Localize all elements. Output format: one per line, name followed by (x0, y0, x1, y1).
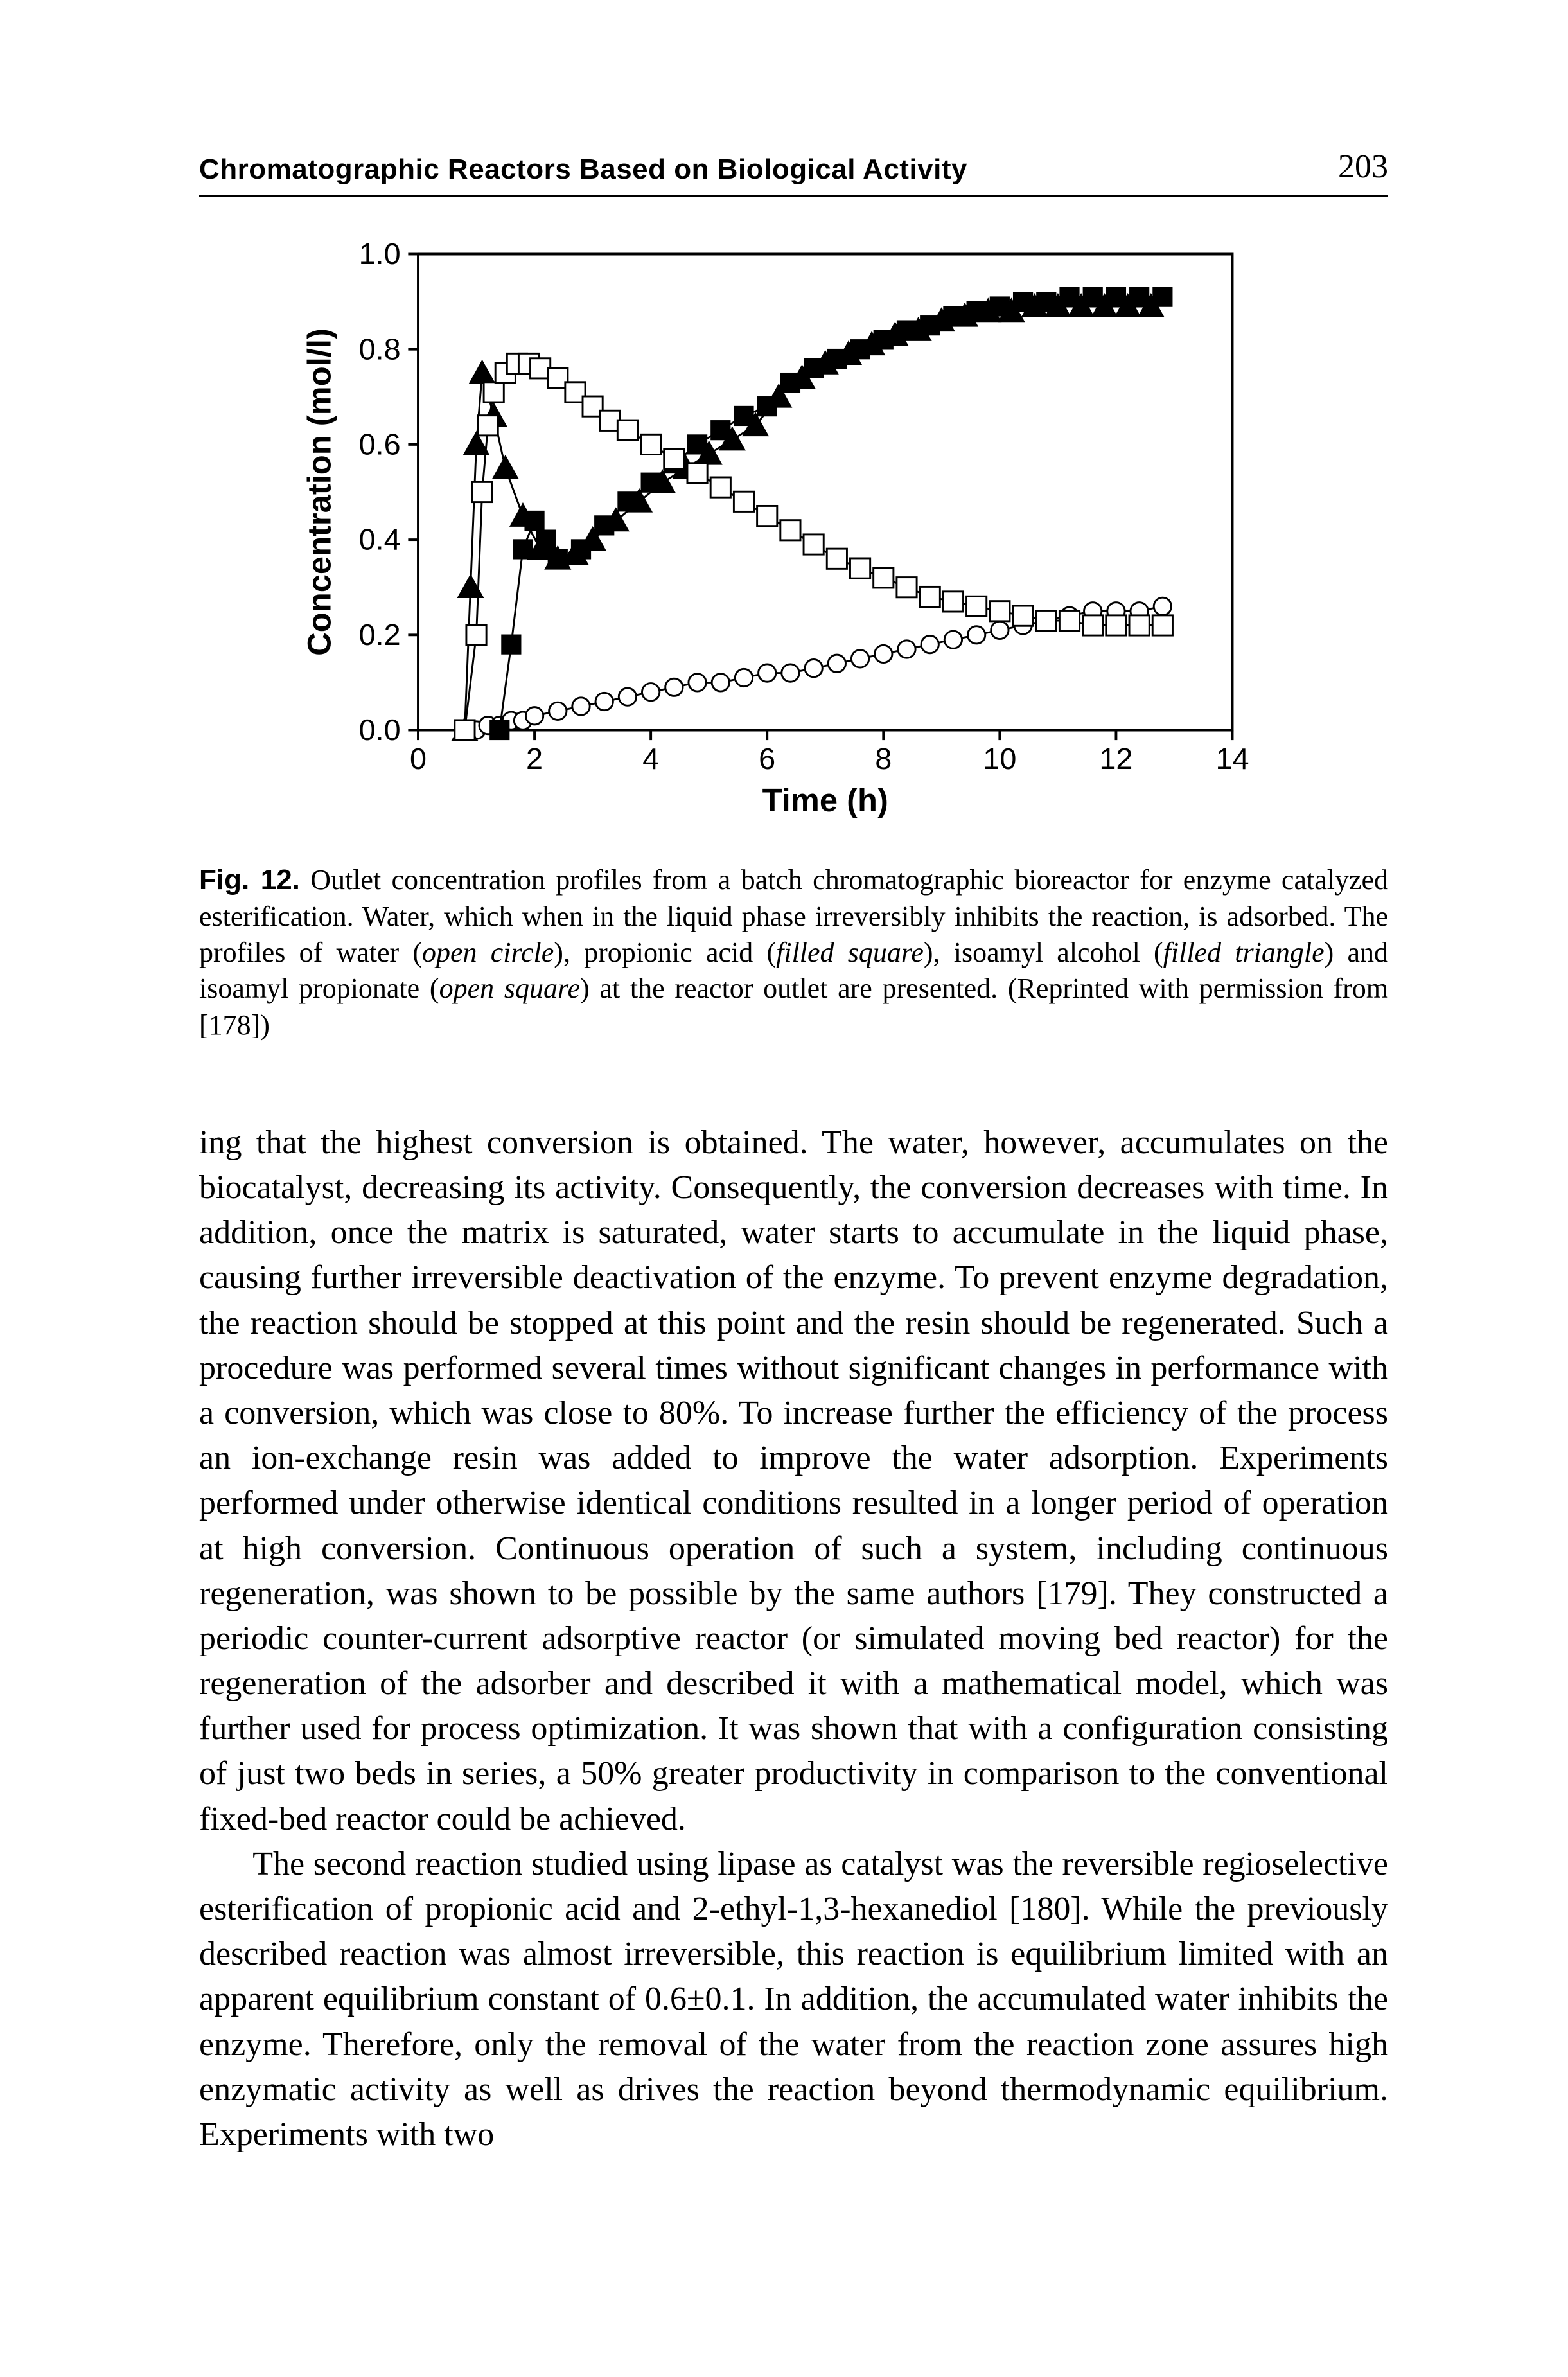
svg-text:12: 12 (1099, 742, 1132, 775)
svg-text:1.0: 1.0 (358, 242, 400, 270)
figure-caption-text: Outlet concentration profiles from a bat… (199, 864, 1388, 1040)
svg-text:8: 8 (875, 742, 892, 775)
svg-text:14: 14 (1215, 742, 1249, 775)
svg-text:Concentration (mol/l): Concentration (mol/l) (301, 328, 337, 656)
svg-text:0.0: 0.0 (358, 713, 400, 747)
paragraph-2: The second reaction studied using lipase… (199, 1842, 1388, 2157)
figure-12: 0 2 4 6 8 10 12 14 0.0 0.2 0.4 0.6 0.8 1.0 Time (h) Con… (293, 242, 1295, 836)
figure-label: Fig. 12. (199, 864, 300, 896)
svg-text:0.8: 0.8 (358, 332, 400, 366)
svg-text:0.4: 0.4 (358, 523, 400, 556)
page-number: 203 (1338, 148, 1388, 186)
svg-text:10: 10 (983, 742, 1016, 775)
concentration-chart: 0 2 4 6 8 10 12 14 0.0 0.2 0.4 0.6 0.8 1.0 Time (h) Con… (293, 242, 1295, 836)
paragraph-1: ing that the highest conversion is obtai… (199, 1120, 1388, 1842)
running-head: Chromatographic Reactors Based on Biolog… (199, 148, 1388, 197)
svg-text:4: 4 (642, 742, 659, 775)
svg-text:Time (h): Time (h) (762, 782, 888, 818)
body-text: ing that the highest conversion is obtai… (199, 1120, 1388, 2157)
svg-text:0.2: 0.2 (358, 618, 400, 651)
svg-text:0.6: 0.6 (358, 428, 400, 461)
svg-text:2: 2 (526, 742, 543, 775)
page: Chromatographic Reactors Based on Biolog… (0, 0, 1568, 2377)
svg-text:6: 6 (759, 742, 775, 775)
figure-caption: Fig. 12. Outlet concentration profiles f… (199, 862, 1388, 1043)
svg-text:0: 0 (409, 742, 426, 775)
running-title: Chromatographic Reactors Based on Biolog… (199, 154, 967, 186)
